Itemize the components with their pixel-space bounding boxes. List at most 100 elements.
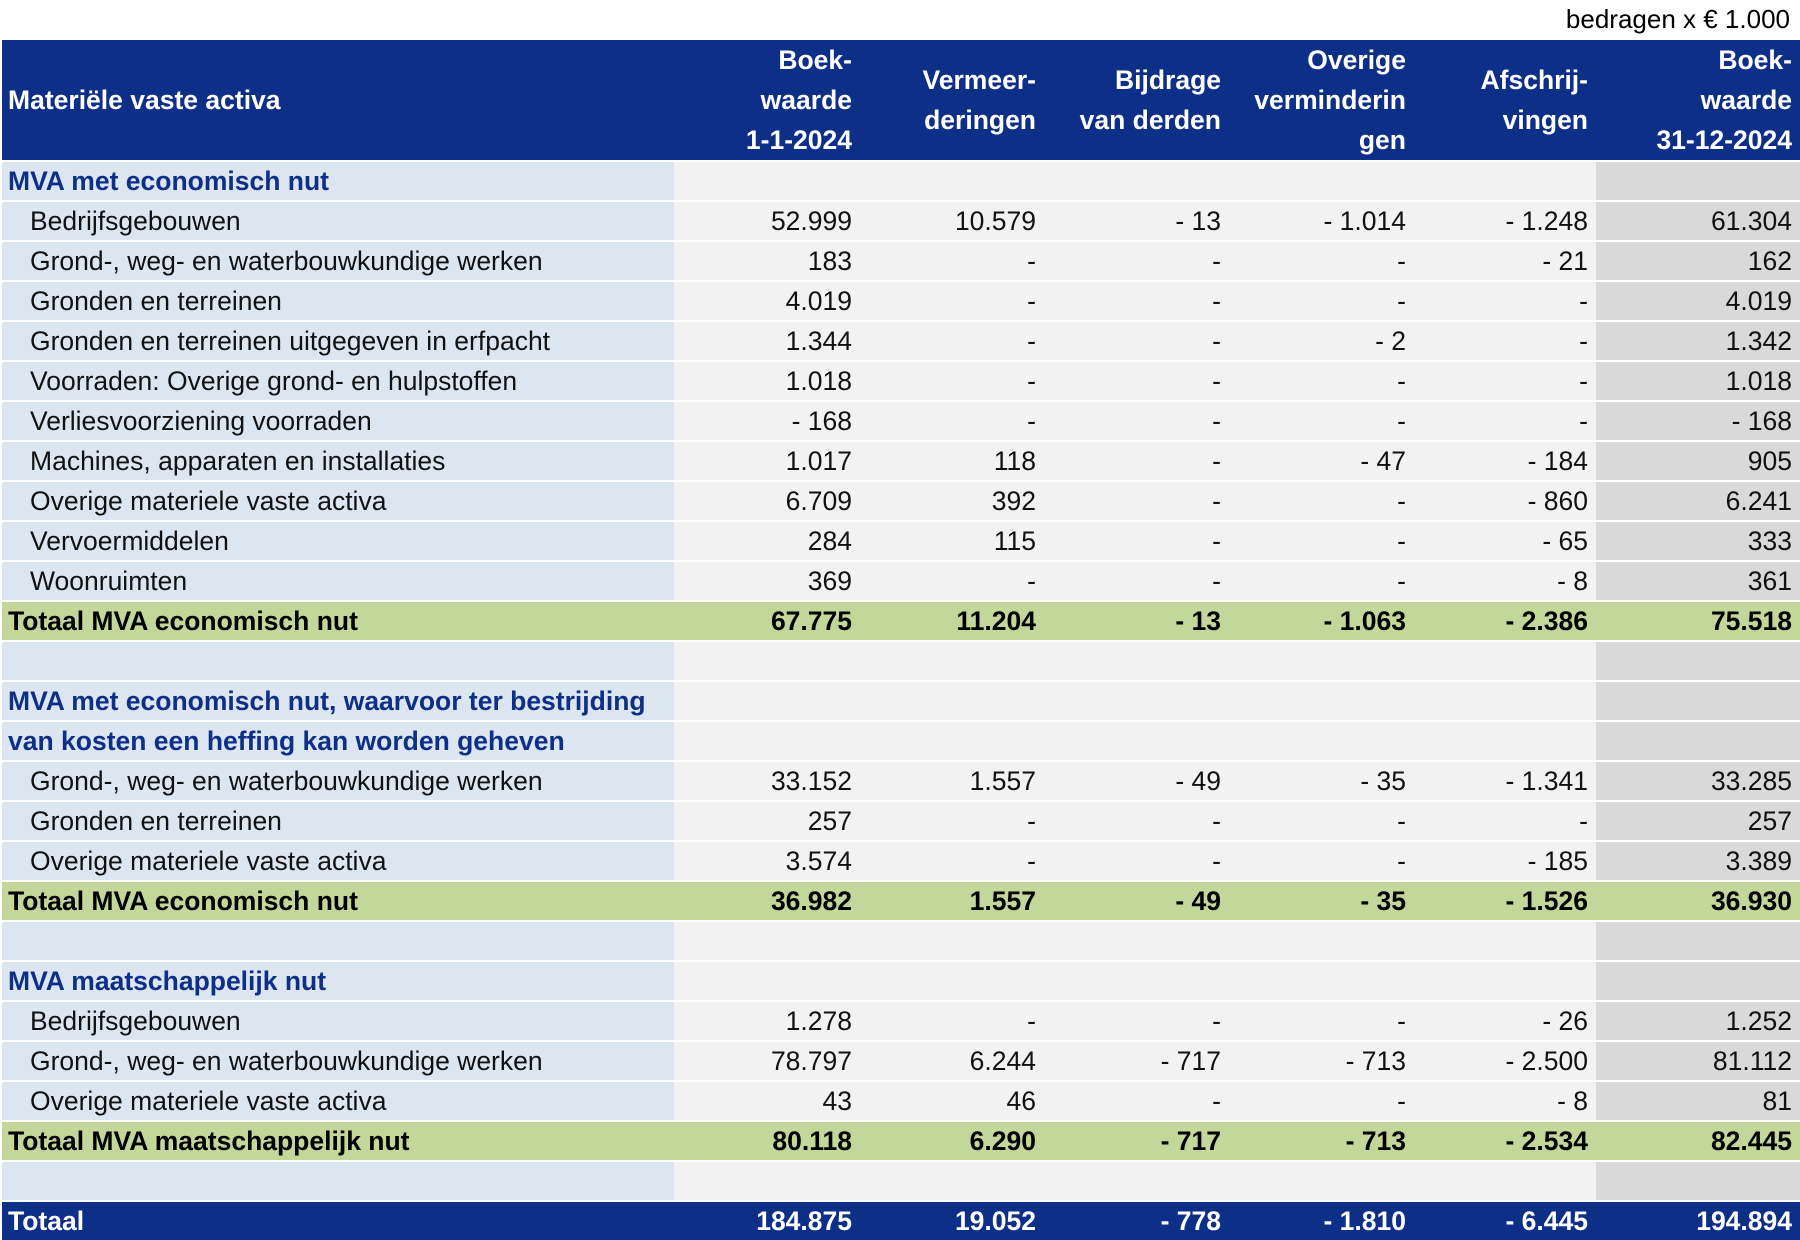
cell-boekwaarde-begin	[674, 1160, 860, 1201]
row-label: Overige materiele vaste activa	[2, 480, 674, 521]
cell-overige-verminderingen: - 1.014	[1229, 200, 1414, 241]
blank-row	[2, 640, 1800, 681]
cell-boekwaarde-begin: 184.875	[674, 1200, 860, 1240]
row-label: Totaal MVA economisch nut	[2, 600, 674, 641]
table-row: Overige materiele vaste activa 6.709 392- -…	[2, 480, 1800, 521]
cell-afschrijvingen: - 1.526	[1414, 880, 1596, 921]
cell-bijdrage-derden: - 13	[1044, 200, 1229, 241]
table-row: Gronden en terreinen 257- - - -257	[2, 800, 1800, 841]
cell-boekwaarde-begin: 52.999	[674, 200, 860, 241]
row-label	[2, 920, 674, 961]
cell-vermeerderingen	[860, 680, 1044, 721]
cell-boekwaarde-eind	[1596, 160, 1800, 201]
section-row: van kosten een heffing kan worden geheve…	[2, 720, 1800, 761]
row-label: Machines, apparaten en installaties	[2, 440, 674, 481]
table-row: Overige materiele vaste activa 3.574- - - - …	[2, 840, 1800, 881]
cell-boekwaarde-eind: 162	[1596, 240, 1800, 281]
cell-boekwaarde-eind	[1596, 920, 1800, 961]
cell-bijdrage-derden: - 13	[1044, 600, 1229, 641]
cell-boekwaarde-eind: 1.018	[1596, 360, 1800, 401]
cell-vermeerderingen: -	[860, 840, 1044, 881]
cell-overige-verminderingen	[1229, 680, 1414, 721]
cell-boekwaarde-begin: 4.019	[674, 280, 860, 321]
header-line: vingen	[1502, 105, 1588, 135]
row-label: Gronden en terreinen	[2, 800, 674, 841]
cell-boekwaarde-eind: 81.112	[1596, 1040, 1800, 1081]
cell-vermeerderingen: -	[860, 280, 1044, 321]
row-label: Totaal	[2, 1200, 674, 1240]
header-line: Afschrij-	[1480, 65, 1589, 95]
cell-overige-verminderingen	[1229, 1160, 1414, 1201]
cell-afschrijvingen: - 184	[1414, 440, 1596, 481]
cell-overige-verminderingen: -	[1229, 280, 1414, 321]
cell-boekwaarde-begin: 1.018	[674, 360, 860, 401]
cell-overige-verminderingen: -	[1229, 240, 1414, 281]
cell-bijdrage-derden	[1044, 160, 1229, 201]
table-row: Machines, apparaten en installaties 1.017…	[2, 440, 1800, 481]
header-line: Bijdrage	[1114, 65, 1221, 95]
cell-afschrijvingen: - 8	[1414, 1080, 1596, 1121]
cell-afschrijvingen: - 65	[1414, 520, 1596, 561]
header-line: van derden	[1079, 105, 1221, 135]
cell-boekwaarde-eind: 82.445	[1596, 1120, 1800, 1161]
cell-bijdrage-derden	[1044, 960, 1229, 1001]
row-label: Woonruimten	[2, 560, 674, 601]
cell-afschrijvingen: - 2.500	[1414, 1040, 1596, 1081]
cell-boekwaarde-eind: 4.019	[1596, 280, 1800, 321]
cell-boekwaarde-eind: - 168	[1596, 400, 1800, 441]
cell-boekwaarde-begin: 284	[674, 520, 860, 561]
cell-vermeerderingen: 1.557	[860, 760, 1044, 801]
header-line: 31-12-2024	[1656, 125, 1792, 155]
cell-boekwaarde-begin: 1.344	[674, 320, 860, 361]
header-line: Boek-	[778, 45, 852, 75]
table-row: Gronden en terreinen 4.019- - - -4.019	[2, 280, 1800, 321]
cell-boekwaarde-begin: 43	[674, 1080, 860, 1121]
row-label: Gronden en terreinen uitgegeven in erfpa…	[2, 320, 674, 361]
cell-bijdrage-derden: - 49	[1044, 760, 1229, 801]
row-label: Totaal MVA maatschappelijk nut	[2, 1120, 674, 1161]
blank-row	[2, 1160, 1800, 1201]
cell-overige-verminderingen: - 47	[1229, 440, 1414, 481]
cell-vermeerderingen: 115	[860, 520, 1044, 561]
cell-bijdrage-derden: -	[1044, 800, 1229, 841]
cell-vermeerderingen: -	[860, 240, 1044, 281]
cell-vermeerderingen	[860, 960, 1044, 1001]
cell-afschrijvingen: - 8	[1414, 560, 1596, 601]
cell-bijdrage-derden: -	[1044, 320, 1229, 361]
cell-afschrijvingen: -	[1414, 320, 1596, 361]
cell-afschrijvingen	[1414, 960, 1596, 1001]
cell-overige-verminderingen: -	[1229, 400, 1414, 441]
cell-boekwaarde-eind: 333	[1596, 520, 1800, 561]
header-line: verminderin	[1254, 85, 1406, 115]
row-label: Grond-, weg- en waterbouwkundige werken	[2, 240, 674, 281]
table-row: Grond-, weg- en waterbouwkundige werken 7…	[2, 1040, 1800, 1081]
cell-afschrijvingen	[1414, 640, 1596, 681]
header-line: 1-1-2024	[745, 125, 852, 155]
row-label: Overige materiele vaste activa	[2, 840, 674, 881]
table-row: Grond-, weg- en waterbouwkundige werken 1…	[2, 240, 1800, 281]
cell-boekwaarde-eind	[1596, 1160, 1800, 1201]
cell-overige-verminderingen: - 713	[1229, 1120, 1414, 1161]
cell-bijdrage-derden: -	[1044, 400, 1229, 441]
cell-vermeerderingen	[860, 640, 1044, 681]
table-row: Vervoermiddelen 284 115- - - 65 333	[2, 520, 1800, 561]
cell-vermeerderingen: 10.579	[860, 200, 1044, 241]
cell-overige-verminderingen: - 713	[1229, 1040, 1414, 1081]
header-overige-verminderingen: Overige verminderin gen	[1229, 40, 1414, 161]
cell-afschrijvingen: - 1.341	[1414, 760, 1596, 801]
header-line: deringen	[924, 105, 1036, 135]
row-label	[2, 640, 674, 681]
cell-bijdrage-derden: - 778	[1044, 1200, 1229, 1240]
cell-bijdrage-derden: -	[1044, 520, 1229, 561]
row-label: Vervoermiddelen	[2, 520, 674, 561]
row-label: Grond-, weg- en waterbouwkundige werken	[2, 760, 674, 801]
cell-afschrijvingen: - 2.534	[1414, 1120, 1596, 1161]
cell-afschrijvingen: - 21	[1414, 240, 1596, 281]
section-row: MVA met economisch nut, waarvoor ter bes…	[2, 680, 1800, 721]
cell-overige-verminderingen	[1229, 640, 1414, 681]
cell-overige-verminderingen: -	[1229, 1000, 1414, 1041]
cell-bijdrage-derden: - 717	[1044, 1120, 1229, 1161]
cell-boekwaarde-eind: 257	[1596, 800, 1800, 841]
cell-boekwaarde-begin: 257	[674, 800, 860, 841]
